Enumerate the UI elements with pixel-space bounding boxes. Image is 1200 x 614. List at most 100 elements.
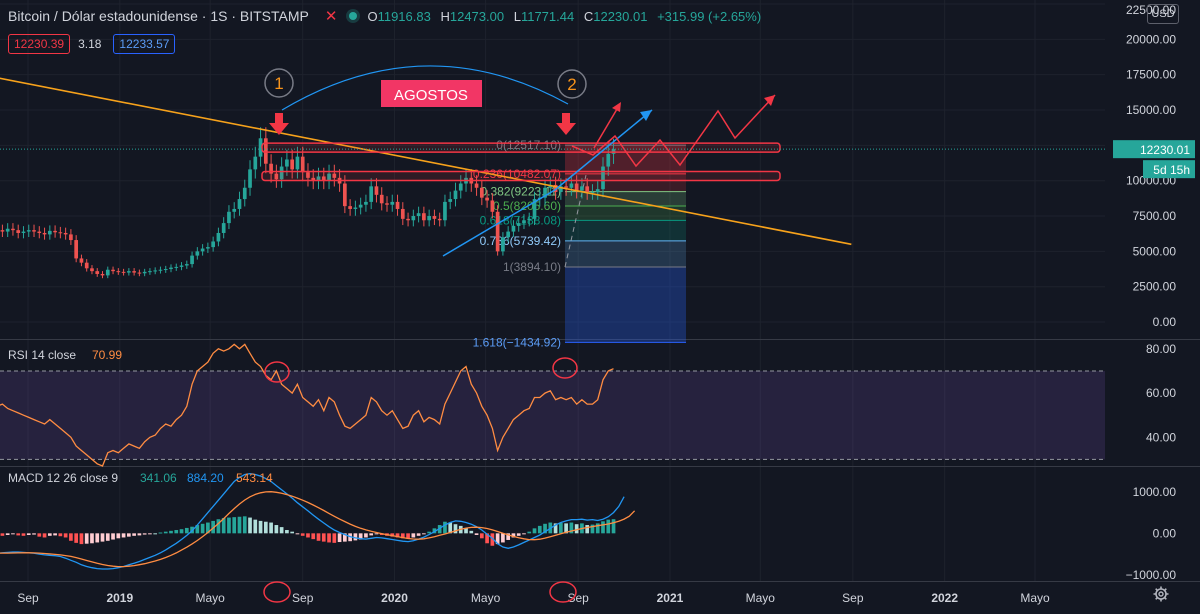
remove-symbol-icon[interactable]: ✕ [324,8,338,25]
candle-body [485,197,489,201]
price-axis-tick: 22500.00 [1126,3,1176,17]
macd-histogram-bar [511,533,516,538]
candle-body [406,218,410,221]
price-axis-tick: 15000.00 [1126,103,1176,117]
candle-body [559,186,563,192]
gear-icon[interactable] [1153,586,1169,602]
candle-body [379,194,384,204]
macd-histogram-bar [406,533,410,539]
macd-histogram-bar [501,533,505,543]
time-axis-tick: Mayo [471,591,501,605]
macd-histogram-bar [416,533,421,536]
macd-histogram-bar [516,533,521,536]
macd-histogram-bar [32,533,36,535]
candle-body [206,247,210,249]
macd-histogram-bar [443,521,447,534]
candle-body [47,230,52,235]
macd-histogram-bar [84,533,89,544]
fib-level-label: 0(12517.10) [496,138,561,152]
candle-body [306,172,310,178]
currency-button[interactable]: USD [1147,4,1179,24]
arrow-head-icon [764,95,775,106]
candle-body [527,218,532,221]
candle-body [416,213,421,217]
rsi-line [0,343,614,467]
candle-body [237,199,242,209]
candle-body [290,159,295,170]
macd-axis-tick: −1000.00 [1126,568,1177,582]
macd-histogram-bar [26,533,31,535]
candle-body [479,187,484,198]
marker-label: 1 [274,74,283,93]
macd-histogram-bar [16,533,21,536]
candle-body [174,266,179,268]
resistance-zone [261,170,781,182]
candle-body [490,200,495,212]
candle-body [569,183,574,188]
macd-histogram-bar [506,533,511,540]
symbol-title[interactable]: Bitcoin / Dólar estadounidense · 1S · BI… [8,8,309,24]
macd-histogram-bar [116,533,121,539]
down-arrow-icon [556,123,576,135]
support-trendline [442,189,556,257]
macd-histogram-bar [469,530,474,534]
candle-body [353,207,358,209]
macd-histogram-bar [90,533,94,544]
rsi-highlight-circle [552,357,578,379]
candle-body [580,186,584,191]
candle-body [253,156,258,170]
candle-body [195,251,200,256]
low-value: 11771.44 [520,8,575,24]
candle-body [269,163,273,174]
fib-level-label: 1.618(−1434.92) [473,335,561,349]
candle-body [121,271,126,273]
macd-histogram-bar [358,533,363,540]
macd-histogram-bar [211,520,215,534]
candle-body [137,272,142,274]
time-axis-tick: Mayo [746,591,776,605]
macd-histogram-bar [237,516,242,534]
signal-line [0,491,636,568]
macd-histogram-bar [601,521,605,534]
macd-histogram-bar [453,524,458,534]
time-highlight-circle [549,581,577,603]
macd-histogram-bar [53,533,57,536]
candle-body [179,265,184,267]
price-axis-tick: 5000.00 [1133,244,1177,258]
candle-body [111,269,115,272]
macd-histogram-bar [606,519,611,534]
candle-body [385,203,389,205]
down-arrow-icon [562,113,570,123]
candle-body [321,176,326,181]
macd-histogram-bar [279,527,284,534]
macd-histogram-bar [395,533,400,538]
candle-body [595,189,600,192]
macd-histogram-bar [184,527,189,534]
macd-histogram-bar [364,533,368,538]
candle-body [153,270,158,272]
macd-histogram-bar [127,533,131,537]
macd-histogram-bar [343,533,347,542]
macd-histogram-bar [163,531,168,534]
macd-histogram-bar [332,533,337,543]
buy-button[interactable]: 12233.57 [113,34,176,54]
macd-histogram-bar [132,533,136,536]
macd-signal-value: 543.14 [236,471,273,485]
candle-body [242,187,247,200]
macd-indicator-label: MACD 12 26 close 9 [8,471,118,485]
macd-histogram-bar [479,533,484,539]
macd-histogram-bar [74,533,79,543]
candle-body [390,201,395,205]
macd-histogram-bar [427,531,431,534]
sell-button[interactable]: 12230.39 [8,34,71,54]
macd-histogram-bar [537,525,542,534]
candle-body [163,269,168,271]
candle-body [453,190,458,200]
candle-body [437,218,442,221]
candle-body [42,232,47,235]
macd-histogram-bar [337,533,342,543]
macd-histogram-bar [522,533,526,535]
macd-histogram-bar [285,530,289,534]
